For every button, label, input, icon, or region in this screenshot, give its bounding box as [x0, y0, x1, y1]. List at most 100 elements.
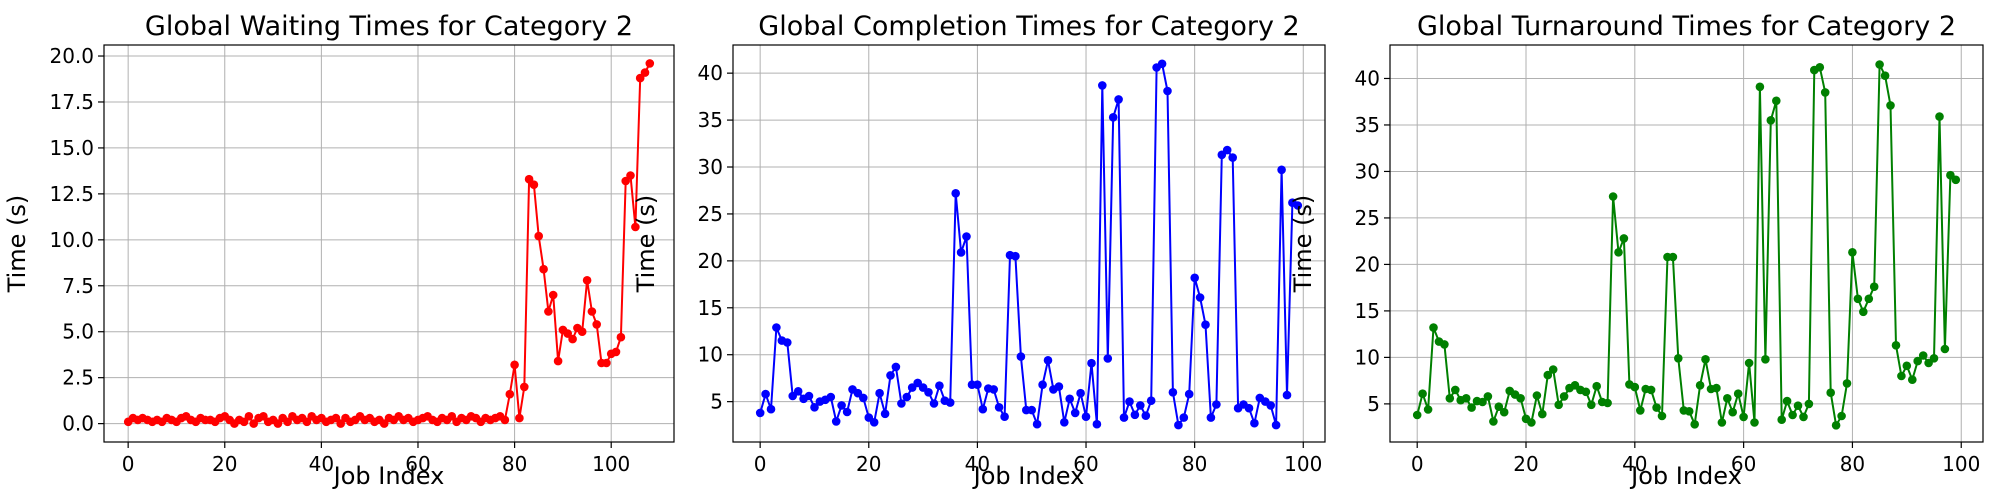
- turnaround-times-point: [1445, 394, 1455, 403]
- completion-times-point: [1184, 389, 1194, 399]
- turnaround-times-point: [1494, 402, 1504, 412]
- completion-times-point: [810, 403, 819, 412]
- completion-times-ytick-label: 20: [698, 249, 723, 273]
- waiting-times-ytick-label: 0.0: [62, 412, 94, 436]
- completion-times-point: [1092, 419, 1102, 429]
- turnaround-times-point: [1684, 407, 1694, 416]
- waiting-times-grid: [104, 45, 674, 442]
- waiting-times-point: [534, 231, 543, 241]
- waiting-times-point: [582, 276, 592, 285]
- completion-times-point: [755, 408, 765, 418]
- waiting-times-xtick-label: 0: [122, 452, 135, 476]
- completion-times-point: [826, 392, 836, 402]
- completion-times-point: [994, 403, 1004, 412]
- turnaround-times-point: [1848, 248, 1857, 257]
- turnaround-times-point: [1489, 417, 1498, 426]
- completion-times-point: [1195, 293, 1205, 302]
- completion-times-point: [1293, 201, 1303, 210]
- waiting-times-point: [515, 413, 524, 423]
- completion-times-point: [1250, 418, 1259, 428]
- turnaround-times-point: [1908, 375, 1917, 385]
- turnaround-times-point: [1772, 96, 1781, 106]
- completion-times-ytick-label: 10: [698, 343, 723, 367]
- completion-times-point: [869, 418, 879, 427]
- turnaround-times-point: [1516, 394, 1525, 403]
- completion-times-point: [880, 409, 890, 419]
- completion-times-xtick-label: 0: [754, 452, 767, 476]
- completion-times-point: [978, 404, 988, 414]
- completion-times-point: [1070, 408, 1080, 418]
- completion-times-xtick-label: 40: [965, 452, 990, 476]
- completion-times-grid: [733, 45, 1325, 442]
- turnaround-times-point: [1652, 403, 1661, 412]
- turnaround-times-point: [1527, 418, 1536, 427]
- turnaround-times-point: [1761, 355, 1770, 364]
- turnaround-times-point: [1701, 355, 1710, 364]
- turnaround-times-point: [1608, 192, 1618, 201]
- waiting-times-point: [563, 329, 572, 338]
- waiting-times-point: [626, 171, 635, 180]
- turnaround-times-point: [1739, 412, 1748, 422]
- completion-times-point: [1157, 59, 1167, 69]
- completion-times-point: [1222, 145, 1232, 155]
- waiting-times-xtick-label: 40: [309, 452, 334, 476]
- completion-times-point: [1244, 403, 1254, 413]
- completion-times-ytick-label: 5: [710, 390, 723, 414]
- completion-times-point: [1098, 81, 1107, 90]
- turnaround-times-point: [1918, 351, 1928, 360]
- turnaround-times-point: [1554, 400, 1563, 410]
- turnaround-times-point: [1826, 388, 1835, 398]
- turnaround-times-point: [1581, 387, 1591, 397]
- completion-times-point: [1212, 400, 1221, 409]
- turnaround-times-point: [1695, 381, 1705, 390]
- turnaround-times-ylabel: Time (s): [1289, 195, 1317, 294]
- completion-times-point: [956, 248, 966, 257]
- waiting-times-point: [640, 68, 650, 77]
- turnaround-times-point: [1614, 248, 1623, 257]
- turnaround-times-point: [1875, 60, 1884, 69]
- completion-times-point: [945, 398, 955, 407]
- completion-times-point: [1282, 390, 1292, 400]
- turnaround-times-ytick-label: 5: [1367, 392, 1380, 416]
- completion-times-panel: 0 20 40 60 80 100 5 10 15 20 25 30 35 40 Global Comple…: [632, 11, 1326, 490]
- completion-times-point: [1054, 382, 1064, 391]
- turnaround-times-point: [1897, 371, 1906, 381]
- waiting-times-point: [645, 59, 655, 68]
- completion-times-point: [951, 189, 960, 198]
- waiting-times-point: [631, 222, 640, 232]
- completion-times-ytick-label: 40: [698, 61, 723, 85]
- turnaround-times-ytick-label: 40: [1355, 66, 1380, 90]
- turnaround-times-point: [1728, 407, 1737, 417]
- turnaround-times-point: [1559, 392, 1569, 401]
- waiting-times-ytick-label: 20.0: [49, 44, 94, 68]
- completion-times-point: [1119, 413, 1129, 422]
- completion-times-point: [1114, 95, 1123, 104]
- turnaround-times-ytick-label: 15: [1355, 299, 1380, 323]
- turnaround-times-ytick-label: 35: [1355, 113, 1380, 137]
- waiting-times-axes-frame: [103, 44, 675, 443]
- turnaround-times-xtick-label: 80: [1840, 452, 1865, 476]
- completion-times-point: [1103, 354, 1113, 363]
- completion-times-point: [1141, 411, 1151, 421]
- turnaround-times-point: [1886, 101, 1895, 110]
- turnaround-times-point: [1418, 389, 1427, 399]
- completion-times-point: [1032, 419, 1042, 429]
- turnaround-times-point: [1869, 282, 1879, 292]
- completion-times-ytick-label: 30: [698, 155, 723, 179]
- turnaround-times-xtick-label: 40: [1622, 452, 1647, 476]
- completion-times-point: [935, 381, 944, 391]
- turnaround-times-grid: [1390, 45, 1983, 442]
- turnaround-times-point: [1412, 410, 1422, 420]
- completion-times-point: [1076, 388, 1085, 398]
- turnaround-times-point: [1831, 421, 1841, 430]
- waiting-times-point: [577, 327, 587, 337]
- waiting-times-point: [520, 382, 529, 392]
- waiting-times-point: [553, 356, 563, 366]
- waiting-times-xtick-label: 100: [592, 452, 630, 476]
- completion-times-point: [1000, 412, 1009, 422]
- turnaround-times-point: [1940, 344, 1950, 354]
- turnaround-times-xtick-label: 60: [1731, 452, 1756, 476]
- completion-times-ytick-label: 25: [698, 202, 723, 226]
- completion-times-point: [761, 389, 770, 399]
- completion-times-point: [875, 388, 884, 398]
